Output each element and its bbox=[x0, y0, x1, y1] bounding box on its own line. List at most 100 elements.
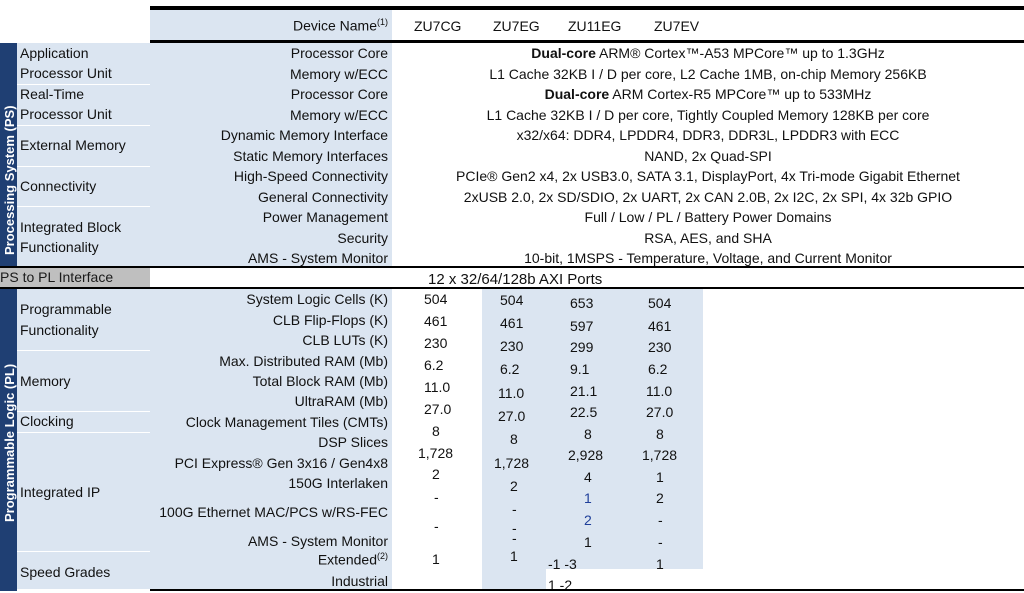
ps-category-integrated-block: Integrated Block Functionality bbox=[17, 219, 121, 256]
category-line: Functionality bbox=[20, 322, 99, 338]
zu7cg-value: 8 bbox=[432, 423, 440, 439]
pl-cat-sep bbox=[17, 551, 150, 552]
ps-cat-sep bbox=[17, 166, 150, 167]
zu11eg-value: 597 bbox=[570, 318, 594, 334]
ps-row-value: Dual-core ARM® Cortex™-A53 MPCore™ up to… bbox=[392, 45, 1024, 61]
zu7ev-value: 1,728 bbox=[642, 447, 678, 463]
zu7eg-value: - bbox=[512, 501, 517, 517]
ps-row-value: PCIe® Gen2 x4, 2x USB3.0, SATA 3.1, Disp… bbox=[456, 168, 960, 184]
ps-row-value: RSA, AES, and SHA bbox=[644, 230, 772, 246]
ps-top-rule bbox=[150, 40, 1024, 43]
zu11eg-value: 8 bbox=[584, 426, 592, 442]
pl-row-label: Clock Management Tiles (CMTs) bbox=[185, 414, 388, 430]
zu11eg-value: 2,928 bbox=[568, 447, 604, 463]
device-zu7ev: ZU7EV bbox=[654, 18, 700, 34]
category-line: Application bbox=[20, 45, 89, 61]
ps-to-pl-value: 12 x 32/64/128b AXI Ports bbox=[428, 271, 603, 288]
zu11eg-speed-extended: -1 -3 bbox=[548, 556, 577, 572]
category-line: Integrated Block bbox=[20, 219, 122, 235]
zu7cg-value: 1 bbox=[432, 551, 440, 567]
zu7eg-value: 2 bbox=[510, 478, 518, 494]
zu11eg-value: 2 bbox=[584, 512, 592, 528]
pl-category-integrated-ip: Integrated IP bbox=[20, 484, 101, 500]
ps-row-value: L1 Cache 32KB I / D per core, Tightly Co… bbox=[486, 107, 930, 123]
ps-cat-sep bbox=[17, 84, 150, 85]
zu7cg-value: - bbox=[434, 489, 439, 505]
device-name-header: Device Name(1) bbox=[150, 17, 390, 34]
zu7cg-value: 461 bbox=[424, 313, 448, 329]
zu7cg-value: 230 bbox=[424, 335, 448, 351]
ps-row-label: Static Memory Interfaces bbox=[233, 148, 388, 164]
ps-row-label: Memory w/ECC bbox=[289, 66, 388, 82]
pl-row-label: 150G Interlaken bbox=[288, 475, 388, 491]
pl-row-label: DSP Slices bbox=[318, 434, 388, 450]
pl-category-speed-grades: Speed Grades bbox=[20, 564, 111, 580]
ps-category-column bbox=[17, 43, 150, 266]
zu7eg-value: 1 bbox=[510, 548, 518, 564]
zu11eg-value: 22.5 bbox=[570, 404, 598, 420]
pl-row-label: PCI Express® Gen 3x16 / Gen4x8 bbox=[174, 455, 388, 471]
zu7cg-value: 27.0 bbox=[424, 401, 452, 417]
zu11eg-value: 1 bbox=[584, 534, 592, 550]
zu7ev-value: 1 bbox=[656, 556, 664, 572]
value-text: ARM® Cortex™-A53 MPCore™ up to 1.3GHz bbox=[595, 45, 885, 61]
ps-row-value: Dual-core ARM Cortex-R5 MPCore™ up to 53… bbox=[392, 86, 1024, 102]
zu7ev-value: 230 bbox=[648, 339, 672, 355]
pl-zu7eg-column bbox=[482, 289, 546, 589]
zu7eg-value: 8 bbox=[510, 431, 518, 447]
zu11eg-value: 9.1 bbox=[570, 361, 590, 377]
device-zu11eg: ZU11EG bbox=[568, 18, 622, 34]
zu7ev-value: 27.0 bbox=[646, 404, 674, 420]
zu11eg-value: 299 bbox=[570, 339, 594, 355]
zu7cg-value: 2 bbox=[432, 466, 440, 482]
ps-row-value: 2xUSB 2.0, 2x SD/SDIO, 2x UART, 2x CAN 2… bbox=[463, 189, 953, 205]
zu7eg-value: 6.2 bbox=[500, 361, 520, 377]
zu7cg-value: 1,728 bbox=[418, 445, 454, 461]
zu11eg-value: 653 bbox=[570, 295, 594, 311]
device-zu7eg: ZU7EG bbox=[493, 18, 540, 34]
zu7ev-value: 1 bbox=[656, 469, 664, 485]
zu7ev-value: 8 bbox=[656, 426, 664, 442]
ps-row-label: Power Management bbox=[262, 209, 388, 225]
ps-to-pl-label: PS to PL Interface bbox=[0, 268, 150, 287]
ps-band: Processing System (PS) bbox=[0, 43, 17, 266]
pl-row-label: Total Block RAM (Mb) bbox=[252, 373, 388, 389]
category-line: Real-Time bbox=[20, 86, 85, 102]
pl-row-label: System Logic Cells (K) bbox=[246, 291, 388, 307]
ps-band-label: Processing System (PS) bbox=[2, 105, 17, 255]
device-name-footnote: (1) bbox=[377, 17, 388, 27]
ps-category-realtime: Real-Time Processor Unit bbox=[17, 86, 112, 123]
zu7eg-value: 11.0 bbox=[498, 385, 525, 401]
pl-right-columns bbox=[546, 289, 703, 569]
pl-band: Programmable Logic (PL) bbox=[0, 289, 17, 591]
device-zu7cg: ZU7CG bbox=[414, 18, 462, 34]
category-line: Programmable bbox=[20, 301, 112, 317]
zu7cg-value: 504 bbox=[424, 291, 448, 307]
zu7ev-value: 504 bbox=[648, 295, 672, 311]
ps-label-column bbox=[150, 43, 392, 266]
zu7cg-value: - bbox=[434, 518, 439, 534]
pl-category-programmable: Programmable Functionality bbox=[17, 301, 112, 339]
pl-row-label: Max. Distributed RAM (Mb) bbox=[219, 353, 388, 369]
pl-category-memory: Memory bbox=[20, 373, 71, 389]
zu7eg-value: 504 bbox=[500, 292, 524, 308]
ps-row-label: Processor Core bbox=[290, 86, 388, 102]
zu7ev-value: - bbox=[658, 512, 663, 528]
zu11eg-value: 21.1 bbox=[570, 383, 598, 399]
ps-row-label: Memory w/ECC bbox=[289, 107, 388, 123]
pl-row-label: CLB LUTs (K) bbox=[302, 332, 388, 348]
ps-cat-sep bbox=[17, 206, 150, 207]
ps-row-label: AMS - System Monitor bbox=[247, 250, 388, 266]
header-label-cell bbox=[150, 10, 392, 40]
header-rule bbox=[150, 6, 1024, 10]
ps-row-value: x32/x64: DDR4, LPDDR4, DDR3, DDR3L, LPDD… bbox=[516, 127, 900, 143]
ps-row-label: High-Speed Connectivity bbox=[233, 168, 388, 184]
zu11eg-value: 1 bbox=[584, 490, 592, 506]
ps-row-label: Dynamic Memory Interface bbox=[220, 127, 388, 143]
extended-footnote: (2) bbox=[377, 551, 388, 561]
pl-row-label: AMS - System Monitor bbox=[247, 533, 388, 549]
pl-category-column bbox=[17, 289, 150, 589]
extended-label: Extended bbox=[317, 551, 377, 568]
pl-row-label-extended: Extended(2) bbox=[150, 551, 390, 568]
zu7eg-value: - bbox=[512, 520, 517, 536]
